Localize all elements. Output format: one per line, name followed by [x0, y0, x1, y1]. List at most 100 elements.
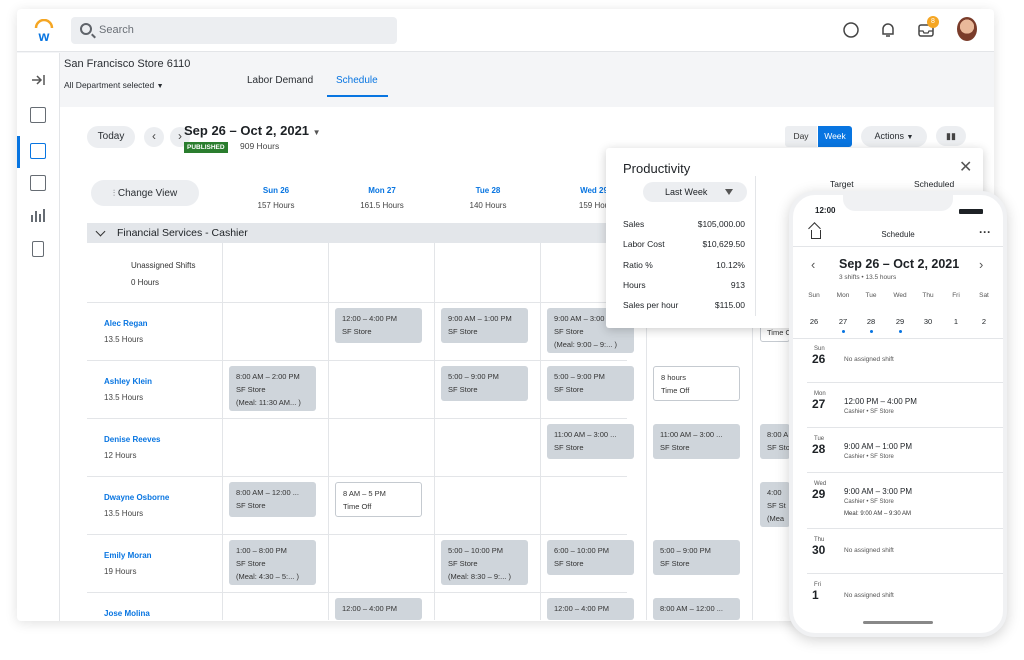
week-date[interactable]: 26	[809, 317, 819, 326]
phone-notch	[843, 195, 953, 211]
workday-logo[interactable]: w	[33, 19, 55, 43]
time-off-card[interactable]: 8 AM – 5 PM Time Off	[335, 482, 422, 517]
shift-card[interactable]: 5:00 – 9:00 PM SF Store	[547, 366, 634, 401]
employee-name[interactable]: Alec Regan	[104, 319, 148, 328]
prev-week-icon[interactable]: ‹	[811, 257, 816, 272]
day-header-tue: Tue 28 140 Hours	[435, 186, 541, 210]
week-date[interactable]: 30	[923, 317, 933, 326]
stat-row: Labor Cost $10,629.50	[623, 239, 745, 249]
employee-row-label[interactable]: Ashley Klein 13.5 Hours	[104, 377, 152, 402]
shift-location: SF Store	[448, 559, 478, 568]
employee-row-label[interactable]: Alec Regan 13.5 Hours	[104, 319, 148, 344]
employee-name[interactable]: Emily Moran	[104, 551, 152, 560]
home-icon[interactable]	[811, 230, 821, 239]
time-off-card[interactable]: 8 hours Time Off	[653, 366, 740, 401]
shift-card[interactable]: 5:00 – 9:00 PM SF Store	[441, 366, 528, 401]
shift-card[interactable]: 11:00 AM – 3:00 ... SF Store	[653, 424, 740, 459]
change-view-label: Change View	[117, 188, 178, 199]
shift-card[interactable]: 5:00 – 9:00 PM SF Store	[653, 540, 740, 575]
shift-time: Time Of	[767, 328, 789, 337]
expand-nav-icon[interactable]	[31, 73, 45, 87]
shift-card[interactable]: 8:00 A SF Sto	[760, 424, 790, 459]
row-date: 29	[812, 487, 826, 501]
employee-row-label[interactable]: Jose Molina	[104, 609, 150, 618]
group-title: Financial Services - Cashier	[117, 227, 248, 239]
search-input[interactable]: Search	[71, 17, 397, 44]
employee-name[interactable]: Ashley Klein	[104, 377, 153, 386]
employee-name[interactable]: Jose Molina	[104, 609, 150, 618]
weekday: Tue	[865, 292, 877, 299]
dashboard-icon[interactable]	[30, 107, 46, 123]
tab-labor-demand[interactable]: Labor Demand	[247, 75, 314, 86]
week-date[interactable]: 29	[895, 317, 905, 326]
shift-card[interactable]: 11:00 AM – 3:00 ... SF Store	[547, 424, 634, 459]
change-view-button[interactable]: ⫶ Change View	[91, 180, 199, 206]
week-date[interactable]: 1	[953, 317, 959, 326]
stat-label: Sales	[623, 219, 645, 229]
mobile-day-row[interactable]: Tue 28 9:00 AM – 1:00 PM Cashier • SF Store	[807, 428, 1003, 473]
mobile-day-row[interactable]: Mon 27 12:00 PM – 4:00 PM Cashier • SF Stor…	[807, 383, 1003, 428]
tab-schedule[interactable]: Schedule	[336, 75, 378, 86]
shift-card[interactable]: 12:00 – 4:00 PM SF Store	[335, 308, 422, 343]
shift-card[interactable]: 12:00 – 4:00 PM	[547, 598, 634, 620]
mobile-day-row[interactable]: Sun 26 No assigned shift	[807, 338, 1003, 383]
schedule-calendar-icon[interactable]	[30, 143, 46, 159]
inbox-icon[interactable]	[917, 21, 935, 39]
row-date: 28	[812, 442, 826, 456]
weekday: Thu	[922, 292, 934, 299]
week-view-button[interactable]: Week	[818, 126, 852, 147]
mobile-day-row[interactable]: Fri 1 No assigned shift	[807, 574, 1003, 619]
mobile-day-row[interactable]: Wed 29 9:00 AM – 3:00 PM Cashier • SF Store…	[807, 473, 1003, 529]
week-date[interactable]: 27	[838, 317, 848, 326]
today-button[interactable]: Today	[87, 126, 135, 148]
week-date[interactable]: 28	[866, 317, 876, 326]
mobile-day-row[interactable]: Thu 30 No assigned shift	[807, 529, 1003, 574]
close-icon[interactable]: ✕	[959, 159, 973, 176]
shift-card[interactable]: 5:00 – 10:00 PM SF Store (Meal: 8:30 – 9:.…	[441, 540, 528, 585]
shift-card[interactable]: 6:00 – 10:00 PM SF Store	[547, 540, 634, 575]
employee-name[interactable]: Dwayne Osborne	[104, 493, 170, 502]
chat-icon[interactable]	[842, 21, 860, 39]
grid-line	[87, 592, 627, 593]
shift-card[interactable]: 1:00 – 8:00 PM SF Store (Meal: 4:30 – 5:..…	[229, 540, 316, 585]
divider	[755, 176, 756, 316]
week-date[interactable]: 2	[981, 317, 987, 326]
prev-week-button[interactable]: ‹	[144, 127, 164, 147]
clipboard-icon[interactable]	[32, 241, 44, 257]
employee-name[interactable]: Denise Reeves	[104, 435, 161, 444]
inbox-badge: 8	[927, 16, 939, 28]
bell-icon[interactable]	[879, 21, 897, 39]
shift-card[interactable]: 8:00 AM – 12:00 ... SF Store	[229, 482, 316, 517]
status-time: 12:00	[815, 206, 836, 215]
day-header-wed: Wed 29 159 Hou	[541, 186, 647, 210]
shift-time: 8:00 AM – 12:00 ...	[660, 604, 723, 613]
day-view-button[interactable]: Day	[785, 126, 817, 147]
employee-row-label[interactable]: Emily Moran 19 Hours	[104, 551, 152, 576]
period-select[interactable]: Last Week	[643, 182, 747, 202]
bar-chart-icon[interactable]	[30, 207, 46, 223]
mobile-title: Schedule	[881, 230, 915, 239]
shift-card[interactable]: 12:00 – 4:00 PM	[335, 598, 422, 620]
stat-value: $10,629.50	[702, 239, 745, 249]
shift-location: SF Store	[342, 327, 372, 336]
date-range-label: Sep 26 – Oct 2, 2021	[184, 123, 310, 138]
chart-toggle-button[interactable]: ▮▮	[936, 126, 966, 146]
shift-card[interactable]: 8:00 AM – 2:00 PM SF Store (Meal: 11:30 AM…	[229, 366, 316, 411]
date-range-picker[interactable]: Sep 26 – Oct 2, 2021 ▼	[184, 123, 321, 138]
more-icon[interactable]: ···	[979, 225, 991, 239]
shift-meal: (Meal: 8:30 – 9:... )	[448, 572, 511, 581]
user-avatar[interactable]	[957, 17, 977, 41]
group-header[interactable]: Financial Services - Cashier	[87, 223, 627, 243]
actions-button[interactable]: Actions ▼	[861, 126, 927, 147]
calendar-icon[interactable]	[30, 175, 46, 191]
shift-card[interactable]: 4:00 SF St (Mea	[760, 482, 790, 527]
stat-label: Hours	[623, 280, 646, 290]
department-label: All Department selected	[64, 80, 155, 90]
shift-card[interactable]: 9:00 AM – 1:00 PM SF Store	[441, 308, 528, 343]
actions-label: Actions	[874, 131, 905, 141]
next-week-icon[interactable]: ›	[979, 257, 984, 272]
employee-row-label[interactable]: Denise Reeves 12 Hours	[104, 435, 160, 460]
employee-row-label[interactable]: Dwayne Osborne 13.5 Hours	[104, 493, 169, 518]
department-select[interactable]: All Department selected ▼	[64, 80, 164, 90]
shift-card[interactable]: 8:00 AM – 12:00 ...	[653, 598, 740, 620]
